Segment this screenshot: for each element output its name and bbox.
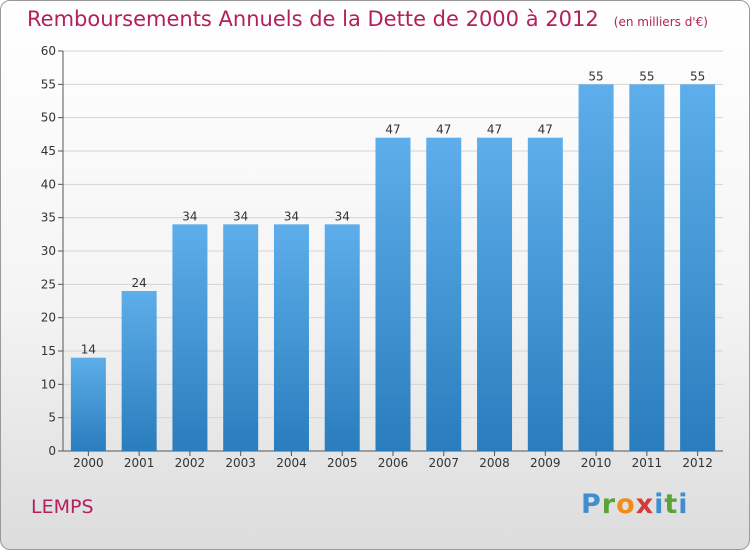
y-tick-label: 20 bbox=[41, 311, 56, 325]
y-tick-label: 15 bbox=[41, 344, 56, 358]
brand-letter: i bbox=[654, 489, 665, 520]
x-tick-label: 2001 bbox=[124, 456, 155, 470]
y-tick-label: 35 bbox=[41, 211, 56, 225]
brand-logo[interactable]: Proxiti bbox=[581, 489, 689, 520]
data-label: 47 bbox=[538, 123, 553, 137]
x-tick-label: 2011 bbox=[632, 456, 663, 470]
data-label: 34 bbox=[335, 209, 350, 223]
x-tick-label: 2006 bbox=[378, 456, 409, 470]
brand-letter: i bbox=[678, 489, 689, 520]
bar bbox=[273, 224, 309, 451]
y-tick-label: 45 bbox=[41, 144, 56, 158]
data-label: 47 bbox=[487, 123, 502, 137]
brand-letter: t bbox=[664, 489, 679, 520]
data-label: 47 bbox=[436, 123, 451, 137]
bar bbox=[527, 137, 563, 451]
x-tick-label: 2003 bbox=[225, 456, 256, 470]
data-label: 55 bbox=[588, 69, 603, 83]
bar bbox=[223, 224, 259, 451]
bar bbox=[375, 137, 411, 451]
data-label: 24 bbox=[132, 276, 147, 290]
y-tick-label: 10 bbox=[41, 377, 56, 391]
x-tick-label: 2012 bbox=[682, 456, 713, 470]
x-tick-label: 2007 bbox=[428, 456, 459, 470]
y-tick-label: 60 bbox=[41, 44, 56, 58]
y-tick-label: 50 bbox=[41, 111, 56, 125]
bar bbox=[70, 357, 106, 451]
bar bbox=[680, 84, 716, 451]
x-tick-label: 2005 bbox=[327, 456, 358, 470]
bar bbox=[121, 291, 157, 451]
y-tick-label: 55 bbox=[41, 77, 56, 91]
y-tick-label: 40 bbox=[41, 177, 56, 191]
title-row: Remboursements Annuels de la Dette de 20… bbox=[27, 7, 708, 31]
bar-layer bbox=[70, 84, 716, 451]
bar bbox=[629, 84, 665, 451]
data-label: 34 bbox=[284, 209, 299, 223]
axis-layer: 0 5 10 15 20 25 30 35 40 45 50 55 60 2000 2001 2002 2003… bbox=[41, 44, 723, 470]
bar bbox=[324, 224, 360, 451]
brand-letter: o bbox=[616, 489, 636, 520]
data-label: 55 bbox=[690, 69, 705, 83]
label-layer: 14 24 34 34 34 34 47 47 47 47 55 55 55 bbox=[81, 69, 706, 356]
brand-letter: r bbox=[601, 489, 617, 520]
x-tick-label: 2009 bbox=[530, 456, 561, 470]
chart-title: Remboursements Annuels de la Dette de 20… bbox=[27, 7, 599, 31]
x-tick-label: 2004 bbox=[276, 456, 307, 470]
y-tick-label: 30 bbox=[41, 244, 56, 258]
chart-unit: (en milliers d'€) bbox=[613, 15, 708, 29]
data-label: 34 bbox=[233, 209, 248, 223]
bar bbox=[477, 137, 513, 451]
y-tick-label: 0 bbox=[48, 444, 56, 458]
x-tick-label: 2000 bbox=[73, 456, 104, 470]
data-label: 14 bbox=[81, 343, 96, 357]
bar bbox=[172, 224, 208, 451]
x-tick-label: 2008 bbox=[479, 456, 510, 470]
brand-letter: x bbox=[635, 489, 655, 520]
data-label: 34 bbox=[182, 209, 197, 223]
bar bbox=[426, 137, 462, 451]
x-tick-label: 2002 bbox=[175, 456, 206, 470]
x-tick-label: 2010 bbox=[581, 456, 612, 470]
brand-letter: P bbox=[581, 489, 602, 520]
data-label: 55 bbox=[639, 69, 654, 83]
y-tick-label: 25 bbox=[41, 277, 56, 291]
place-name: LEMPS bbox=[31, 496, 94, 518]
y-tick-label: 5 bbox=[48, 411, 56, 425]
data-label: 47 bbox=[385, 123, 400, 137]
bar bbox=[578, 84, 614, 451]
